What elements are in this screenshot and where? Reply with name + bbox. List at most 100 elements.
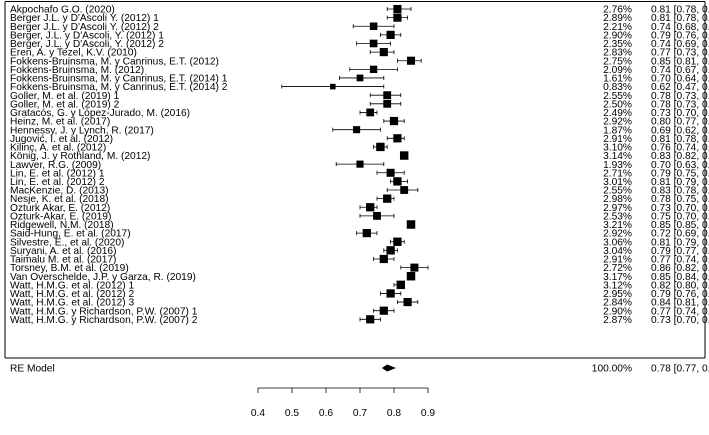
study-row: Van Overschelde, J.P. y Garza, R. (2019)… (10, 272, 709, 283)
study-ci: 0.81 [0.78, 0.85] (651, 5, 709, 16)
study-weight: 2.53% (603, 211, 632, 222)
study-weight: 2.76% (603, 5, 632, 16)
study-row: Berger J.L. y D'Ascoli Y. (2012) 1 2.89% 0… (10, 13, 709, 24)
study-ci: 0.73 [0.70, 0.75] (651, 108, 709, 119)
effect-square (386, 30, 395, 39)
summary-weight: 100.00% (592, 364, 632, 375)
study-weight: 2.90% (603, 30, 632, 41)
study-weight: 2.55% (603, 186, 632, 197)
study-weight: 2.21% (603, 22, 632, 33)
study-weight: 2.83% (603, 48, 632, 59)
summary-label: RE Model (10, 364, 55, 375)
effect-square (362, 229, 371, 238)
study-row: Eren, A. y Tezel, K.V. (2010) 2.83% 0.77 [… (10, 48, 709, 59)
study-label: Berger, J.L. y D'Ascoli, Y. (2012) 2 (10, 39, 164, 50)
study-row: Goller, M. et al. (2019) 1 2.55% 0.78 [0.7… (10, 91, 709, 102)
x-tick-label: 0.8 (387, 408, 401, 419)
effect-square (406, 271, 416, 281)
study-row: Watt, H.M.G. y Richardson, P.W. (2007) 1… (10, 306, 709, 317)
study-weight: 2.72% (603, 263, 632, 274)
study-label: Fokkens-Bruinsma, M. y Canrinus, E.T. (2… (10, 56, 219, 67)
effect-square (376, 142, 385, 152)
effect-square (353, 126, 361, 134)
study-label: Van Overschelde, J.P. y Garza, R. (2019) (10, 272, 196, 283)
study-ci: 0.77 [0.74, 0.80] (651, 255, 709, 266)
study-label: Lin, E. et al. (2012) 1 (10, 168, 105, 179)
study-label: Torsney, B.M. et al. (2019) (10, 263, 129, 274)
effect-square (400, 186, 409, 194)
study-row: Taimalu M. et al. (2017) 2.91% 0.77 [0.74,… (10, 255, 709, 266)
study-label: Jugović, I. et al. (2012) (10, 134, 113, 145)
study-weight: 2.98% (603, 194, 632, 205)
summary-ci: 0.78 [0.77, 0.80] (651, 364, 709, 375)
effect-square (373, 211, 381, 220)
study-label: Lin, E. et al. (2012) 2 (10, 177, 105, 188)
study-ci: 0.73 [0.70, 0.75] (651, 203, 709, 214)
study-label: Eren, A. y Tezel, K.V. (2010) (10, 48, 137, 59)
effect-square (393, 13, 402, 22)
study-row: Watt, H.M.G. et al. (2012) 3 2.84% 0.84 [0… (10, 298, 709, 309)
study-weight: 2.91% (603, 134, 632, 145)
study-label: Akpochafo G.O. (2020) (10, 5, 115, 16)
study-weight: 2.50% (603, 99, 632, 110)
study-weight: 2.97% (603, 203, 632, 214)
study-label: Silvestre, E., et al. (2020) (10, 237, 124, 248)
study-label: Berger J.L. y D'Ascoli Y. (2012) 2 (10, 22, 159, 33)
study-ci: 0.78 [0.73, 0.82] (651, 91, 709, 102)
effect-square (393, 177, 402, 186)
study-label: Goller, M. et al. (2019) 1 (10, 91, 120, 102)
study-ci: 0.79 [0.77, 0.81] (651, 246, 709, 257)
study-label: Ozturk-Akar, E. (2019) (10, 211, 111, 222)
study-ci: 0.72 [0.69, 0.75] (651, 229, 709, 240)
effect-square (386, 289, 395, 298)
study-weight: 2.95% (603, 289, 632, 300)
study-row: Watt, H.M.G. et al. (2012) 2 2.95% 0.79 [0… (10, 289, 709, 300)
study-ci: 0.69 [0.62, 0.76] (651, 125, 709, 136)
study-ci: 0.85 [0.84, 0.86] (651, 272, 709, 283)
study-weight: 3.10% (603, 143, 632, 154)
study-ci: 0.74 [0.67, 0.81] (651, 65, 709, 76)
study-ci: 0.85 [0.81, 0.88] (651, 56, 709, 67)
study-label: Fokkens-Bruinsma, M. y Canrinus, E.T. (2… (10, 82, 228, 93)
effect-square (393, 237, 402, 246)
study-row: Lin, E. et al. (2012) 1 2.71% 0.79 [0.75, … (10, 168, 709, 179)
study-ci: 0.82 [0.80, 0.83] (651, 280, 709, 291)
x-tick-label: 0.5 (285, 408, 299, 419)
study-label: Gratacós, G. y López-Jurado, M. (2016) (10, 108, 190, 119)
study-label: Suryani, A. et al. (2016) (10, 246, 116, 257)
study-label: Said-Hung, E. et al. (2017) (10, 229, 131, 240)
effect-square (393, 4, 402, 14)
study-row: König, J. y Rothland, M. (2012) 3.14% 0.83… (10, 151, 709, 162)
study-weight: 1.93% (603, 160, 632, 171)
study-weight: 3.21% (603, 220, 632, 231)
study-row: Suryani, A. et al. (2016) 3.04% 0.79 [0.77… (10, 246, 709, 257)
study-weight: 3.12% (603, 280, 632, 291)
effect-square (399, 151, 409, 160)
plot-frame (4, 1, 706, 359)
study-ci: 0.79 [0.75, 0.83] (651, 168, 709, 179)
study-weight: 2.84% (603, 298, 632, 309)
study-ci: 0.73 [0.70, 0.76] (651, 315, 709, 326)
study-ci: 0.74 [0.69, 0.79] (651, 39, 709, 50)
study-label: Lawver, R.G. (2009) (10, 160, 101, 171)
study-label: Berger J.L. y D'Ascoli Y. (2012) 1 (10, 13, 159, 24)
effect-square (356, 74, 364, 82)
study-row: Heinz, M. et al. (2017) 2.92% 0.80 [0.77, … (10, 117, 709, 128)
study-row: Fokkens-Bruinsma, M. y Canrinus, E.T. (2… (10, 56, 709, 67)
effect-square (379, 306, 388, 315)
study-ci: 0.83 [0.78, 0.87] (651, 186, 709, 197)
study-ci: 0.76 [0.74, 0.78] (651, 143, 709, 154)
study-row: MacKenzie, D. (2013) 2.55% 0.83 [0.78, 0.8… (10, 186, 709, 197)
study-weight: 2.55% (603, 91, 632, 102)
effect-square (369, 22, 378, 30)
study-ci: 0.86 [0.82, 0.90] (651, 263, 709, 274)
study-ci: 0.74 [0.68, 0.80] (651, 22, 709, 33)
study-label: Ridgewell, N.M. (2018) (10, 220, 114, 231)
study-label: Nesje, K. et al. (2018) (10, 194, 109, 205)
study-label: Watt, H.M.G. y Richardson, P.W. (2007) 1 (10, 306, 198, 317)
effect-square (369, 65, 378, 74)
effect-square (396, 280, 406, 290)
study-ci: 0.80 [0.77, 0.83] (651, 117, 709, 128)
study-row: Ozturk Akar, E. (2012) 2.97% 0.73 [0.70, 0… (10, 203, 709, 214)
study-weight: 2.87% (603, 315, 632, 326)
